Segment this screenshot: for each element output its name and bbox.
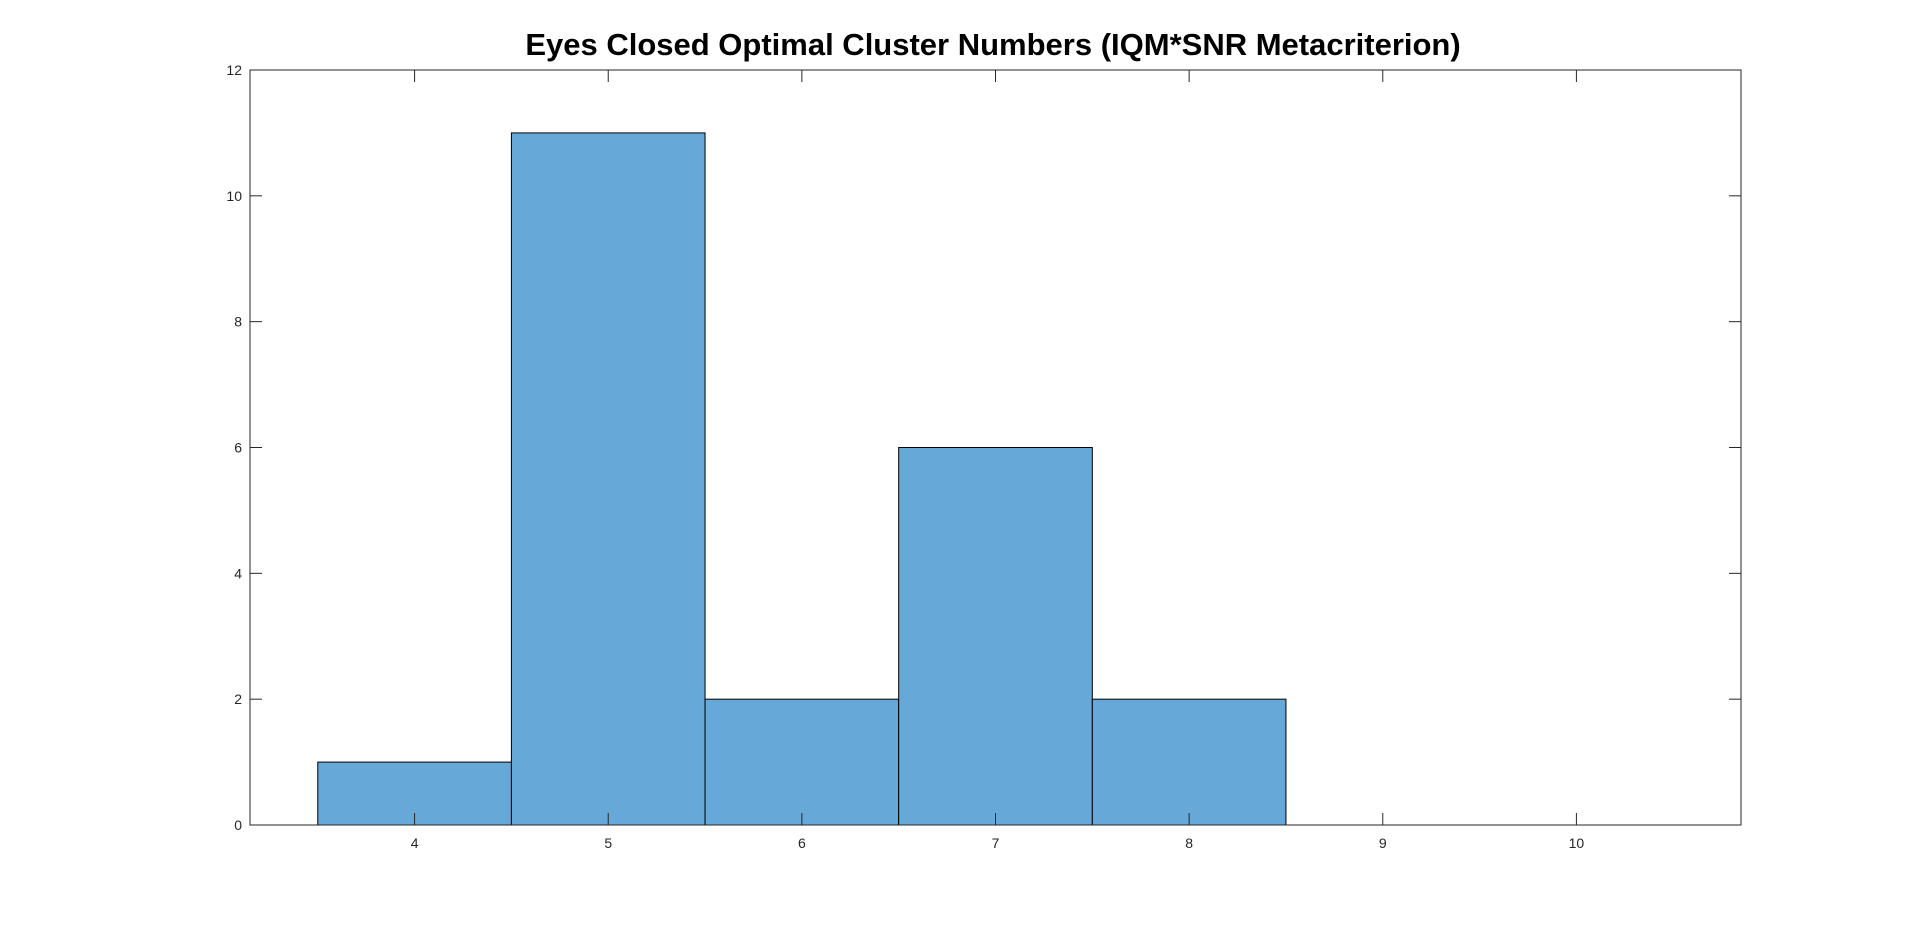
x-tick-labels: 4 5 6 7 8 9 10 — [411, 835, 1585, 851]
x-tick-label: 6 — [798, 835, 806, 851]
x-tick-label: 9 — [1379, 835, 1387, 851]
bars-group — [317, 132, 1287, 826]
histogram-bar — [510, 132, 706, 826]
y-tick-label: 8 — [234, 314, 242, 330]
x-tick-label: 7 — [992, 835, 1000, 851]
x-tick-label: 8 — [1185, 835, 1193, 851]
histogram-bar — [704, 698, 900, 826]
y-tick-label: 10 — [226, 188, 242, 204]
x-tick-label: 4 — [411, 835, 419, 851]
y-tick-label: 2 — [234, 691, 242, 707]
chart-title: Eyes Closed Optimal Cluster Numbers (IQM… — [525, 27, 1460, 62]
axes-group — [249, 69, 1742, 826]
histogram-bar — [898, 447, 1093, 826]
y-tick-label: 6 — [234, 440, 242, 456]
x-tick-label: 10 — [1569, 835, 1585, 851]
y-tick-label: 4 — [234, 565, 242, 581]
y-tick-label: 0 — [234, 817, 242, 833]
y-tick-label: 12 — [226, 62, 242, 78]
y-tick-labels: 0 2 4 6 8 10 12 — [226, 62, 242, 833]
x-tick-label: 5 — [604, 835, 612, 851]
histogram-bar — [1091, 698, 1287, 826]
